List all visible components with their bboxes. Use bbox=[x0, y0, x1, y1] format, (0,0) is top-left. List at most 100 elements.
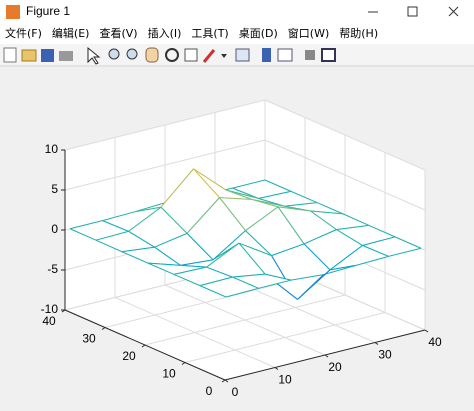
legend-icon[interactable] bbox=[277, 48, 293, 62]
show-tools-icon[interactable] bbox=[321, 48, 336, 62]
datatip-icon[interactable] bbox=[184, 48, 198, 62]
mesh-face bbox=[219, 197, 278, 231]
mesh-edge bbox=[225, 189, 259, 199]
print-icon[interactable] bbox=[59, 51, 73, 61]
y-axis-line bbox=[64, 309, 226, 381]
y-tick-label: 40 bbox=[42, 314, 56, 328]
mesh-face bbox=[304, 229, 363, 270]
z-tick-label: -5 bbox=[47, 262, 58, 276]
grid-line bbox=[264, 139, 426, 211]
x-tick-label: 10 bbox=[278, 373, 292, 387]
mesh-edge bbox=[225, 189, 253, 200]
mesh-edge bbox=[232, 273, 266, 278]
mesh-face bbox=[161, 168, 220, 234]
mesh-edge bbox=[186, 197, 220, 234]
menu-item[interactable]: 桌面(D) bbox=[239, 27, 278, 40]
brush-icon[interactable] bbox=[202, 49, 216, 63]
mesh-edge bbox=[251, 198, 279, 208]
mesh-face bbox=[193, 168, 252, 200]
y-tick bbox=[221, 379, 226, 383]
hide-tools-icon[interactable] bbox=[305, 50, 315, 60]
mesh-face bbox=[206, 243, 265, 278]
colorbar-icon[interactable] bbox=[262, 48, 271, 62]
mesh-face bbox=[330, 245, 389, 270]
mesh-edge bbox=[128, 206, 162, 232]
mesh-edge bbox=[290, 190, 318, 204]
mesh-edge bbox=[277, 206, 305, 245]
mesh-edge bbox=[69, 220, 103, 230]
y-tick bbox=[181, 362, 186, 365]
mesh-edge bbox=[238, 242, 266, 275]
mesh-edge bbox=[245, 206, 279, 232]
menu-item[interactable]: 工具(T) bbox=[191, 27, 228, 40]
y-tick-label: 30 bbox=[82, 332, 96, 346]
mesh-edge bbox=[193, 168, 220, 198]
mesh-edge bbox=[134, 201, 168, 213]
mesh-edge bbox=[121, 246, 155, 253]
grid-line bbox=[64, 99, 266, 151]
mesh-edge bbox=[388, 247, 422, 257]
mesh-edge bbox=[303, 243, 331, 271]
mesh-edge bbox=[362, 236, 396, 246]
pan-icon[interactable] bbox=[145, 47, 159, 63]
menu-bar bbox=[0, 24, 474, 44]
brush-dropdown[interactable] bbox=[221, 54, 227, 58]
window-title: Figure 1 bbox=[26, 4, 70, 18]
mesh-edge bbox=[199, 276, 233, 287]
z-tick-label: -10 bbox=[41, 302, 59, 316]
mesh-edge bbox=[264, 273, 292, 281]
x-tick-label: 0 bbox=[232, 385, 239, 399]
mesh-edge bbox=[297, 274, 324, 300]
mesh-edge bbox=[368, 224, 396, 238]
mesh-edge bbox=[336, 224, 370, 231]
menu-item[interactable]: 文件(F) bbox=[5, 26, 42, 40]
mesh-edge bbox=[102, 220, 129, 232]
mesh-edge bbox=[310, 210, 337, 231]
rotate-icon[interactable] bbox=[165, 48, 179, 62]
mesh-edge bbox=[219, 197, 253, 200]
zoom-in-icon[interactable] bbox=[108, 48, 120, 60]
z-tick-label: 5 bbox=[51, 182, 58, 196]
mesh-edge bbox=[277, 206, 311, 212]
mesh-edge bbox=[303, 229, 337, 245]
mesh-edge bbox=[134, 206, 162, 213]
menu-item[interactable]: 窗口(W) bbox=[288, 26, 329, 40]
menu-item[interactable]: 查看(V) bbox=[99, 26, 137, 40]
mesh-edge bbox=[329, 245, 363, 271]
z-tick-label: 0 bbox=[51, 222, 58, 236]
y-tick bbox=[101, 327, 106, 330]
link-icon[interactable] bbox=[235, 48, 250, 62]
mesh-edge bbox=[193, 168, 227, 191]
mesh-face bbox=[232, 274, 291, 289]
zoom-out-icon[interactable] bbox=[126, 48, 138, 60]
mesh-edge bbox=[147, 262, 175, 275]
mesh-edge bbox=[394, 236, 422, 249]
menu-item[interactable]: 编辑(E) bbox=[52, 26, 90, 40]
mesh-edge bbox=[186, 233, 214, 261]
mesh-edge bbox=[271, 243, 305, 257]
mesh-edge bbox=[69, 228, 97, 241]
mesh-edge bbox=[154, 232, 188, 248]
select-icon[interactable] bbox=[87, 46, 101, 65]
menu-item[interactable]: 插入(I) bbox=[148, 26, 182, 40]
mesh-face bbox=[310, 211, 369, 230]
mesh-edge bbox=[258, 279, 292, 289]
mesh-edge bbox=[95, 230, 129, 241]
close-button[interactable] bbox=[448, 6, 459, 17]
mesh-face bbox=[200, 188, 259, 199]
y-tick-label: 0 bbox=[206, 384, 213, 398]
menu-items: 文件(F) 编辑(E) 查看(V) 插入(I) 工具(T) 桌面(D) 窗口(W) 帮助(H) bbox=[5, 26, 378, 40]
menu-item[interactable]: 帮助(H) bbox=[339, 26, 378, 40]
new-icon[interactable] bbox=[3, 47, 17, 63]
maximize-button[interactable] bbox=[407, 6, 418, 17]
open-icon[interactable] bbox=[21, 49, 37, 62]
mesh-edge bbox=[232, 276, 259, 289]
title-bar bbox=[0, 0, 474, 24]
mesh-edge bbox=[264, 179, 292, 192]
mesh-edge bbox=[232, 179, 266, 189]
mesh-edge bbox=[206, 266, 233, 278]
mesh-edge bbox=[154, 246, 181, 266]
save-icon[interactable] bbox=[41, 49, 54, 62]
